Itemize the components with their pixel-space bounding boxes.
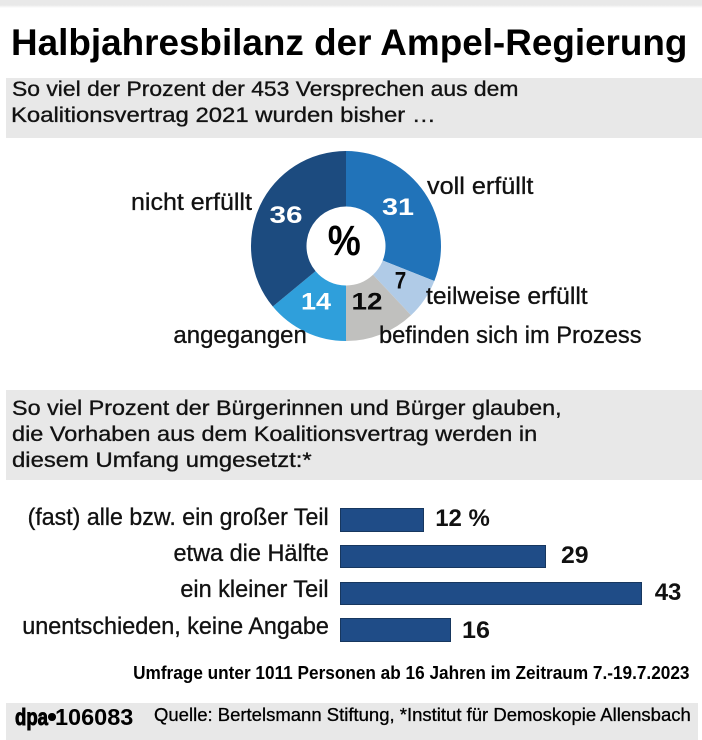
svg-text:%: % bbox=[328, 217, 361, 265]
svg-text:7: 7 bbox=[395, 268, 407, 295]
svg-text:12: 12 bbox=[352, 289, 383, 316]
svg-text:36: 36 bbox=[270, 202, 303, 229]
svg-text:14: 14 bbox=[301, 289, 332, 316]
svg-text:31: 31 bbox=[382, 194, 414, 221]
